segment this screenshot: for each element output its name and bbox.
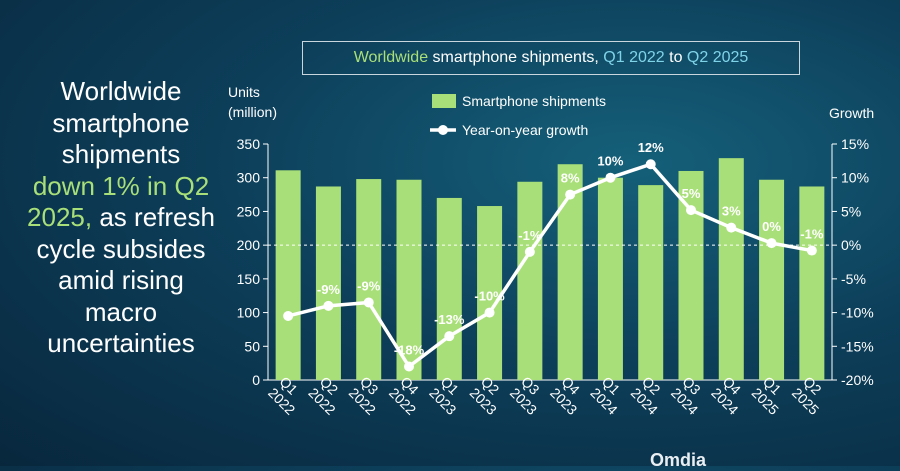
legend-bar-swatch — [432, 94, 456, 108]
bar — [557, 164, 583, 380]
y-tick-left-label: 0 — [252, 372, 260, 388]
legend-line-label: Year-on-year growth — [462, 122, 588, 138]
headline-line-4: down 1% in Q2 — [32, 170, 210, 201]
growth-point — [404, 361, 414, 372]
growth-data-label: -18% — [394, 343, 425, 358]
y-tick-right-label: -20% — [841, 372, 874, 388]
y-tick-left-label: 100 — [237, 305, 261, 321]
headline-line-5: 2025, as refresh — [8, 202, 234, 234]
chart-title-part-4: to — [664, 49, 687, 66]
y-tick-right-label: 5% — [841, 203, 861, 219]
growth-data-label: 10% — [597, 154, 623, 169]
bar — [275, 170, 301, 380]
headline-line-5-accent: 2025, — [27, 202, 93, 232]
growth-data-label: -13% — [434, 312, 465, 327]
bar — [517, 181, 543, 380]
y-tick-left-label: 350 — [237, 136, 261, 152]
growth-point — [806, 245, 817, 256]
bar — [477, 206, 503, 380]
y-tick-left-label: 150 — [237, 271, 261, 287]
growth-point — [686, 205, 696, 216]
headline-line-1: Worldwide — [60, 76, 182, 106]
growth-point — [323, 300, 334, 311]
growth-line — [287, 162, 813, 369]
headline-line-8: macro — [84, 296, 158, 327]
growth-data-label: -1% — [800, 227, 824, 242]
y-tick-right-label: -15% — [841, 338, 874, 354]
bar — [396, 179, 422, 380]
legend-line-marker — [438, 125, 448, 135]
headline-line-9: uncertainties — [47, 328, 195, 358]
growth-data-label: -9% — [357, 278, 381, 293]
chart-title-part-2: smartphone shipments, — [428, 49, 604, 66]
y-axis-right-label: Growth — [829, 105, 874, 121]
headline-line-5-rest: as refresh — [92, 202, 215, 232]
y-axis-left-label-line-2: (million) — [228, 104, 277, 120]
chart-title-part-5: Q2 2025 — [686, 49, 749, 66]
bar — [718, 158, 744, 380]
y-tick-right-label: -10% — [841, 305, 874, 321]
chart-title-part-3: Q1 2022 — [603, 49, 665, 66]
growth-point — [645, 159, 656, 170]
y-tick-left-label: 50 — [244, 338, 260, 354]
growth-data-label: -9% — [317, 282, 341, 297]
bar — [597, 177, 623, 380]
growth-point — [283, 310, 294, 321]
bar — [638, 185, 664, 380]
growth-data-label: 0% — [762, 219, 781, 234]
growth-point — [565, 189, 576, 200]
y-tick-left-label: 250 — [237, 203, 261, 219]
bar — [759, 179, 785, 380]
y-tick-right-label: 0% — [841, 237, 861, 253]
y-tick-right-label: 15% — [841, 136, 869, 152]
bar — [436, 197, 462, 380]
headline: Worldwide smartphone shipments down 1% i… — [8, 76, 234, 360]
growth-point — [484, 307, 495, 318]
bar — [315, 186, 341, 380]
y-tick-right-label: -5% — [841, 271, 866, 287]
growth-point — [766, 238, 777, 249]
growth-data-label: 5% — [682, 186, 701, 201]
y-tick-left-label: 200 — [237, 237, 261, 253]
y-tick-right-label: 10% — [841, 170, 869, 186]
y-tick-left-label: 300 — [237, 170, 261, 186]
bar — [356, 179, 382, 380]
headline-line-7: amid rising — [58, 265, 184, 295]
growth-data-label: 8% — [561, 171, 580, 186]
growth-data-label: -10% — [474, 289, 505, 304]
growth-data-label: 3% — [722, 204, 741, 219]
growth-point — [726, 222, 737, 233]
growth-point — [605, 172, 616, 183]
chart-title-part-1: Worldwide — [353, 49, 429, 66]
growth-point — [444, 331, 455, 342]
growth-data-label: 12% — [638, 140, 664, 155]
omdia-logo: Omdia — [650, 450, 707, 470]
growth-point — [524, 246, 535, 257]
chart-title: Worldwide smartphone shipments, Q1 2022 … — [302, 41, 800, 75]
headline-line-2: smartphone — [52, 107, 190, 138]
legend-bar-label: Smartphone shipments — [462, 93, 606, 109]
y-axis-left-label-line-1: Units — [228, 84, 260, 100]
headline-line-6: cycle subsides — [36, 233, 206, 264]
growth-data-label: -1% — [518, 228, 542, 243]
growth-point — [363, 297, 374, 308]
bar — [799, 186, 825, 380]
headline-line-3: shipments — [61, 139, 181, 169]
